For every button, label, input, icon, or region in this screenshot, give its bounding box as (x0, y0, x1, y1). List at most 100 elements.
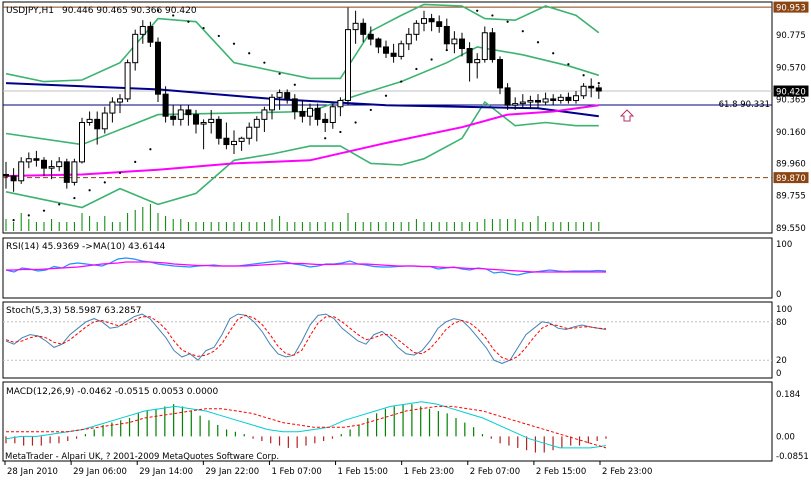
macd-line[interactable] (5, 401, 607, 449)
price-tick-label: 90.160 (776, 128, 806, 138)
rsi-line[interactable] (5, 257, 607, 276)
candlestick (86, 111, 93, 126)
support-price-label: 89.870 (776, 174, 806, 184)
macd-tick-label: 0.184 (776, 390, 800, 400)
macd-panel[interactable] (2, 381, 773, 462)
bollinger-middle-band[interactable] (5, 46, 600, 146)
macd-axis: 0.184 0.00 -0.0851 (776, 390, 809, 462)
psar-dot (415, 67, 418, 71)
ohlc-values: 90.446 90.465 90.366 90.420 (62, 6, 197, 16)
psar-dot (278, 72, 281, 75)
psar-dot (324, 137, 327, 140)
psar-dot (187, 20, 190, 23)
candlestick (48, 160, 55, 180)
footer-copyright: MetaTrader - Alpari UK, ? 2001-2009 Meta… (5, 452, 279, 462)
main-chart-title: USDJPY,H1 (6, 6, 54, 16)
macd-lines (5, 401, 607, 449)
candlestick (459, 32, 465, 57)
psar-dot (58, 203, 61, 206)
time-tick-label: 1 Feb 15:00 (338, 467, 388, 477)
candlestick (466, 42, 473, 82)
psar-dot (476, 9, 479, 12)
psar-dot (134, 160, 137, 163)
rsi-lines (5, 257, 607, 276)
current-price-badge (773, 85, 809, 97)
slow-moving-average[interactable] (5, 82, 599, 118)
psar-dot (73, 196, 76, 200)
candlestick (367, 26, 374, 46)
candlestick (101, 106, 108, 134)
macd-signal-line[interactable] (6, 405, 607, 449)
stochastic-signal-line[interactable] (5, 314, 607, 361)
parabolic-sar (12, 9, 600, 222)
rsi-ma-line[interactable] (6, 261, 606, 273)
stochastic-main-line[interactable] (5, 313, 607, 364)
candlestick (284, 89, 291, 104)
time-tick-label: 1 Feb 23:00 (404, 467, 454, 477)
time-tick-label: 28 Jan 2010 (7, 467, 58, 477)
psar-dot (149, 148, 152, 151)
candlestick (565, 92, 572, 104)
psar-dot (293, 83, 296, 86)
candlestick (94, 111, 101, 145)
psar-dot (263, 61, 266, 64)
resistance-price-badge (773, 1, 809, 13)
psar-dot (369, 108, 372, 112)
candlestick (588, 78, 595, 98)
candlestick (573, 91, 579, 104)
macd-title: MACD(12,26,9) -0.0462 -0.0515 0.0053 0.0… (6, 387, 219, 397)
candlestick (405, 28, 412, 51)
candlestick (193, 109, 199, 134)
candlestick (41, 157, 47, 177)
time-tick-label: 2 Feb 23:00 (602, 467, 652, 477)
bollinger-upper-band[interactable] (5, 3, 600, 83)
candlestick (329, 103, 336, 129)
time-tick-label: 29 Jan 14:00 (139, 467, 193, 477)
psar-dot (103, 181, 106, 184)
psar-dot (27, 214, 30, 217)
candlestick (390, 43, 397, 63)
candlestick (117, 94, 123, 114)
candlestick (542, 92, 549, 106)
time-tick-label: 2 Feb 15:00 (536, 467, 586, 477)
candlestick (497, 56, 503, 95)
candlestick (56, 157, 63, 172)
candlestick (33, 150, 40, 167)
candlestick (436, 15, 443, 33)
psar-dot (118, 171, 122, 174)
candlestick (550, 94, 557, 106)
candlestick (79, 117, 85, 164)
candlestick (595, 84, 602, 99)
time-tick-label: 1 Feb 07:00 (271, 467, 321, 477)
psar-dot (248, 52, 251, 55)
candlestick (307, 103, 313, 126)
psar-dot (430, 58, 433, 61)
candlestick (261, 106, 268, 132)
candlestick (352, 10, 359, 44)
candlestick (314, 103, 321, 126)
candlestick (428, 13, 435, 32)
psar-dot (400, 80, 403, 83)
candlestick (223, 122, 230, 150)
candlestick (200, 119, 207, 150)
price-tick-label: 89.550 (776, 224, 806, 234)
psar-dot (88, 189, 91, 192)
price-tick-label: 89.960 (776, 159, 806, 169)
candlestick (246, 122, 253, 145)
time-tick-label: 29 Jan 06:00 (73, 467, 127, 477)
psar-dot (567, 63, 570, 66)
candlestick (489, 28, 496, 63)
candlestick (124, 59, 131, 103)
candlestick (360, 18, 367, 43)
main-price-panel[interactable] (2, 1, 773, 234)
candlestick (299, 100, 306, 123)
rsi-tick-label: 100 (776, 240, 792, 250)
bollinger-lower-band[interactable] (5, 100, 599, 209)
stochastic-panel[interactable] (2, 301, 773, 379)
psar-dot (536, 41, 540, 44)
stochastic-tick-label: 100 (776, 305, 792, 315)
candlestick (269, 94, 275, 120)
psar-dot (521, 30, 524, 33)
candlestick (208, 109, 215, 134)
rsi-panel[interactable] (2, 237, 773, 299)
